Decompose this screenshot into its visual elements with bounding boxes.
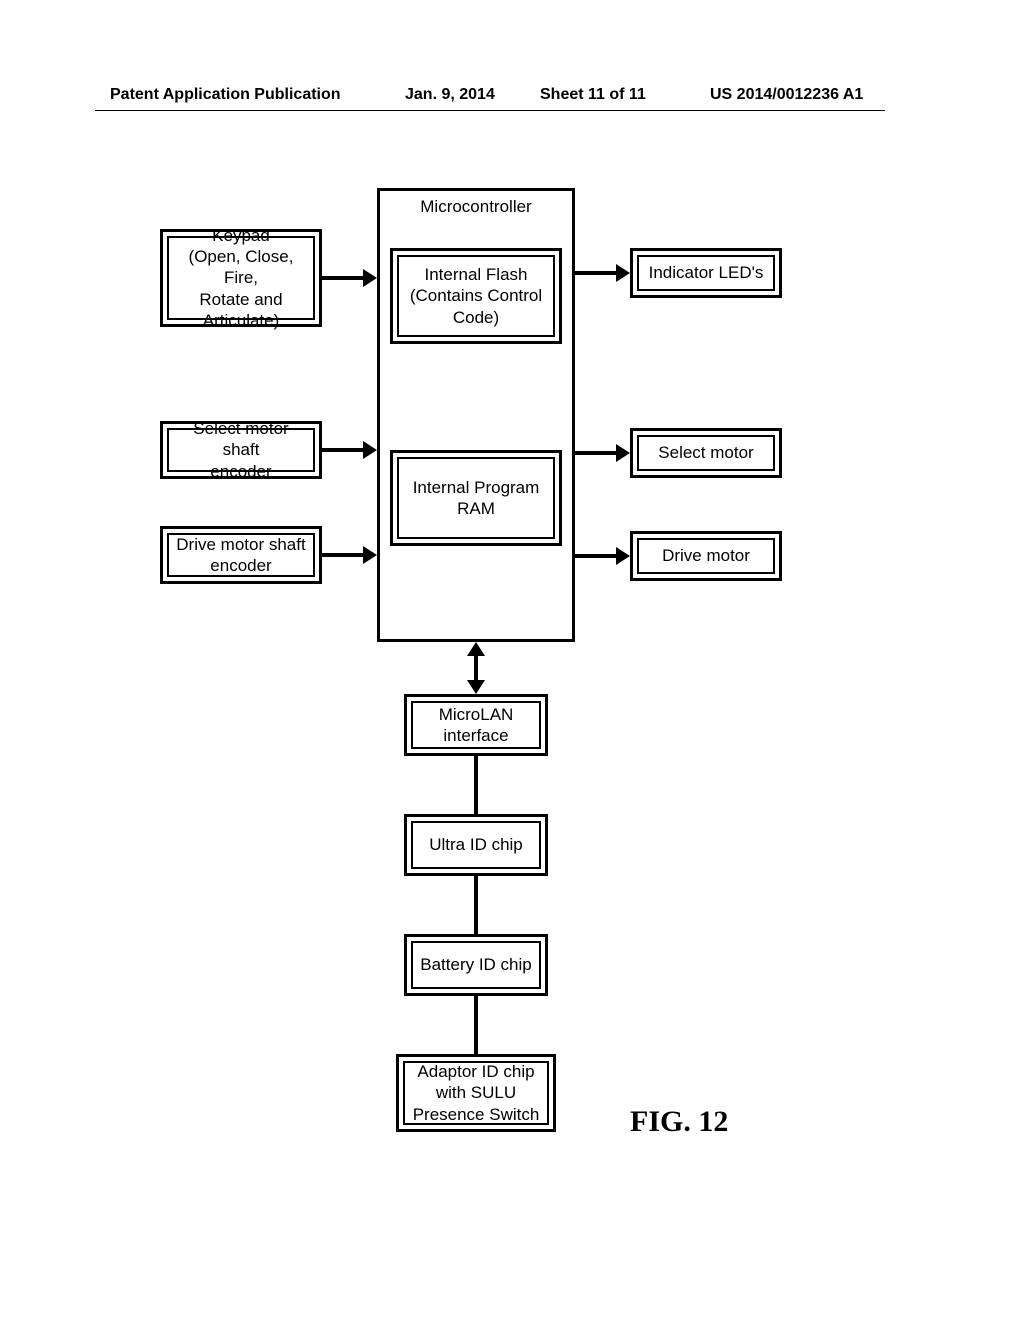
microlan-block: MicroLAN interface [404, 694, 548, 756]
figure-label: FIG. 12 [630, 1105, 728, 1139]
select-motor-block: Select motor [630, 428, 782, 478]
battery-id-block-label: Battery ID chip [411, 941, 541, 989]
adaptor-id-block-label: Adaptor ID chip with SULU Presence Switc… [403, 1061, 549, 1125]
internal-flash-block-label: Internal Flash (Contains Control Code) [397, 255, 555, 337]
internal-ram-block-label: Internal Program RAM [397, 457, 555, 539]
select-motor-block-label: Select motor [637, 435, 775, 471]
block-diagram: Microcontroller Internal Flash (Contains … [0, 0, 1024, 1320]
internal-ram-block: Internal Program RAM [390, 450, 562, 546]
drive-motor-block-label: Drive motor [637, 538, 775, 574]
internal-flash-block: Internal Flash (Contains Control Code) [390, 248, 562, 344]
ultra-id-block-label: Ultra ID chip [411, 821, 541, 869]
ultra-id-block: Ultra ID chip [404, 814, 548, 876]
select-encoder-block-label: Select motor shaft encoder [167, 428, 315, 472]
indicator-leds-block: Indicator LED's [630, 248, 782, 298]
microcontroller-label: Microcontroller [380, 191, 572, 217]
indicator-leds-block-label: Indicator LED's [637, 255, 775, 291]
microlan-block-label: MicroLAN interface [411, 701, 541, 749]
keypad-block: Keypad (Open, Close, Fire, Rotate and Ar… [160, 229, 322, 327]
page: Patent Application Publication Jan. 9, 2… [0, 0, 1024, 1320]
adaptor-id-block: Adaptor ID chip with SULU Presence Switc… [396, 1054, 556, 1132]
drive-encoder-block-label: Drive motor shaft encoder [167, 533, 315, 577]
select-encoder-block: Select motor shaft encoder [160, 421, 322, 479]
drive-motor-block: Drive motor [630, 531, 782, 581]
drive-encoder-block: Drive motor shaft encoder [160, 526, 322, 584]
keypad-block-label: Keypad (Open, Close, Fire, Rotate and Ar… [167, 236, 315, 320]
battery-id-block: Battery ID chip [404, 934, 548, 996]
